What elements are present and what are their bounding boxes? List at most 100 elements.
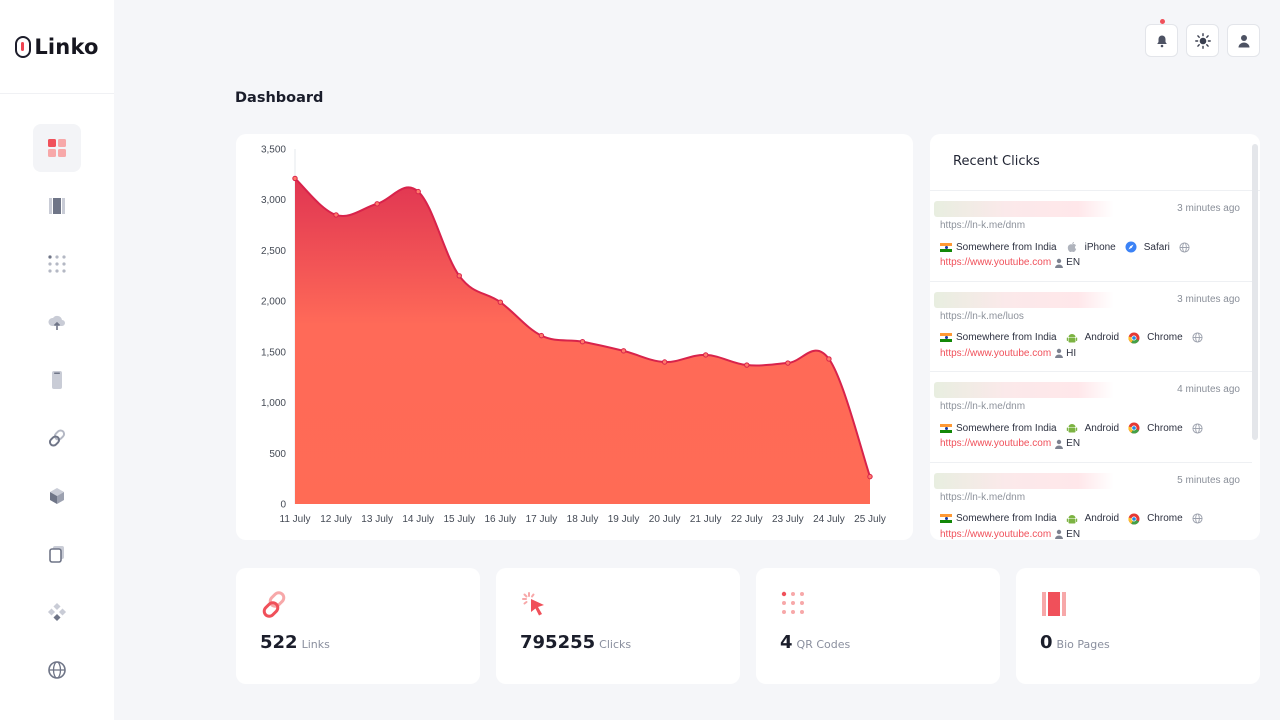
cursor-click-icon xyxy=(522,592,544,616)
cube-icon xyxy=(50,488,64,504)
click-item[interactable]: 3 minutes ago https://ln-k.me/luos Somew… xyxy=(930,282,1252,372)
sun-icon xyxy=(1194,32,1211,49)
sidebar-item-products[interactable] xyxy=(33,472,81,520)
sidebar-item-templates[interactable] xyxy=(33,530,81,578)
y-tick-label: 2,000 xyxy=(261,297,286,308)
click-browser: Chrome xyxy=(1147,513,1183,524)
click-item[interactable]: 4 minutes ago https://ln-k.me/dnm Somewh… xyxy=(930,372,1252,463)
click-os: Android xyxy=(1084,513,1120,524)
area-fill xyxy=(295,178,870,504)
data-point[interactable] xyxy=(497,299,504,305)
data-point[interactable] xyxy=(538,332,545,339)
short-link[interactable]: https://ln-k.me/dnm xyxy=(940,220,1026,231)
data-point[interactable] xyxy=(867,473,873,480)
cloud-upload-icon xyxy=(48,315,65,330)
click-referrer-row: https://www.youtube.com HI xyxy=(940,348,1076,359)
x-tick-label: 23 July xyxy=(772,514,804,525)
x-tick-label: 17 July xyxy=(526,514,558,525)
sidebar-item-mobile[interactable] xyxy=(33,356,81,404)
data-point[interactable] xyxy=(785,360,791,366)
stat-label-clicks: Clicks xyxy=(599,638,632,651)
data-point[interactable] xyxy=(456,273,462,279)
globe-icon xyxy=(1191,421,1205,435)
notifications-button[interactable] xyxy=(1145,19,1178,57)
link-icon xyxy=(48,429,66,447)
click-os: iPhone xyxy=(1084,241,1116,253)
data-point[interactable] xyxy=(703,352,709,358)
stat-card-clicks[interactable]: 795255 Clicks xyxy=(496,568,740,684)
data-point[interactable] xyxy=(579,339,586,345)
click-language: EN xyxy=(1066,438,1081,449)
safari-icon xyxy=(1124,240,1138,254)
recent-clicks-panel: Recent Clicks 3 minutes ago https://ln-k… xyxy=(930,134,1260,540)
dashboard-icon xyxy=(48,139,66,157)
click-item[interactable]: 5 minutes ago https://ln-k.me/dnm Somewh… xyxy=(930,463,1252,541)
topbar xyxy=(1145,19,1260,57)
referrer-link[interactable]: https://www.youtube.com xyxy=(940,528,1052,540)
sidebar-item-integrations[interactable] xyxy=(33,588,81,636)
click-location: Somewhere from India xyxy=(956,513,1057,524)
recent-clicks-scrollbar[interactable] xyxy=(1252,144,1258,440)
india-flag-icon xyxy=(940,333,952,342)
india-flag-icon xyxy=(940,514,952,523)
x-tick-label: 20 July xyxy=(649,514,681,525)
y-tick-label: 2,500 xyxy=(261,246,286,257)
link-icon xyxy=(262,591,286,618)
sidebar-item-domains[interactable] xyxy=(33,646,81,694)
data-point[interactable] xyxy=(415,188,421,195)
logo[interactable]: Linko xyxy=(0,0,114,94)
data-point[interactable] xyxy=(333,212,339,218)
logo-mark-icon xyxy=(15,35,32,58)
data-point[interactable] xyxy=(292,175,298,182)
sidebar-item-dashboard[interactable] xyxy=(33,124,81,172)
india-flag-icon xyxy=(940,242,952,252)
y-tick-label: 1,500 xyxy=(261,347,286,358)
click-time: 3 minutes ago xyxy=(1177,203,1240,214)
sidebar-item-qr-codes[interactable] xyxy=(33,240,81,288)
short-link[interactable]: https://ln-k.me/dnm xyxy=(940,401,1026,412)
click-time: 3 minutes ago xyxy=(1177,293,1240,305)
android-icon xyxy=(1065,512,1079,526)
data-point[interactable] xyxy=(661,359,668,365)
redacted-text xyxy=(934,382,1114,398)
android-icon xyxy=(1065,421,1079,435)
sidebar-item-uploads[interactable] xyxy=(33,298,81,346)
short-link[interactable]: https://ln-k.me/dnm xyxy=(940,491,1026,503)
sidebar-item-bio-pages[interactable] xyxy=(33,182,81,230)
chrome-icon xyxy=(1127,421,1141,435)
sidebar-item-links[interactable] xyxy=(33,414,81,462)
theme-toggle-button[interactable] xyxy=(1186,24,1219,57)
x-tick-label: 16 July xyxy=(485,514,517,525)
referrer-link[interactable]: https://www.youtube.com xyxy=(940,347,1052,359)
stat-card-bio-pages[interactable]: 0 Bio Pages xyxy=(1016,568,1260,684)
x-tick-label: 25 July xyxy=(854,514,886,525)
bell-icon xyxy=(1156,35,1167,47)
click-os: Android xyxy=(1084,332,1120,343)
x-tick-label: 15 July xyxy=(443,514,475,525)
y-tick-label: 3,500 xyxy=(261,145,286,156)
user-icon xyxy=(1055,258,1064,268)
stat-card-qr-codes[interactable]: 4 QR Codes xyxy=(756,568,1000,684)
stat-value-bio-pages: 0 Bio Pages xyxy=(1040,632,1110,653)
short-link[interactable]: https://ln-k.me/luos xyxy=(940,310,1024,322)
copy-icon xyxy=(49,546,64,563)
data-point[interactable] xyxy=(826,356,832,362)
profile-button[interactable] xyxy=(1227,24,1260,57)
data-point[interactable] xyxy=(744,362,750,368)
recent-clicks-title: Recent Clicks xyxy=(930,134,1260,191)
referrer-link[interactable]: https://www.youtube.com xyxy=(940,438,1052,449)
click-meta: Somewhere from India Android Chrome xyxy=(940,421,1211,435)
india-flag-icon xyxy=(940,423,952,433)
x-tick-label: 22 July xyxy=(731,514,763,525)
y-tick-label: 1,000 xyxy=(261,398,286,409)
x-tick-label: 11 July xyxy=(280,514,311,525)
bio-page-icon xyxy=(1042,592,1066,616)
data-point[interactable] xyxy=(374,201,380,207)
click-meta: Somewhere from India Android Chrome xyxy=(940,331,1211,345)
data-point[interactable] xyxy=(620,348,627,354)
apps-icon xyxy=(47,602,67,622)
referrer-link[interactable]: https://www.youtube.com xyxy=(940,257,1052,268)
stat-card-links[interactable]: 522 Links xyxy=(236,568,480,684)
bio-page-icon xyxy=(49,198,65,214)
click-item[interactable]: 3 minutes ago https://ln-k.me/dnm Somewh… xyxy=(930,191,1252,282)
